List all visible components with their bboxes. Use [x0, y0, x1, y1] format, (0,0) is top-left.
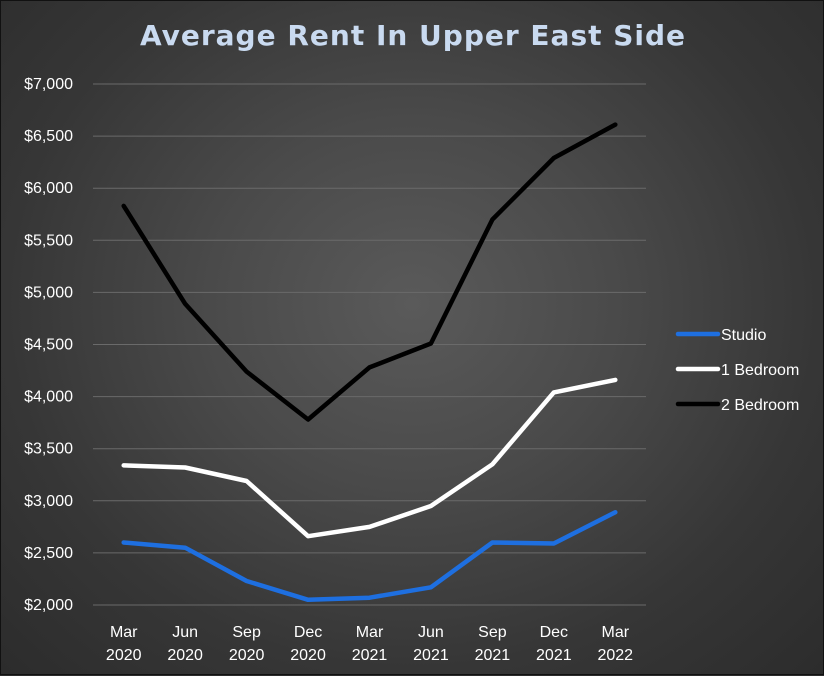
x-tick-label-month: Sep	[232, 624, 261, 641]
x-tick-label-month: Dec	[294, 624, 322, 641]
x-tick-label-month: Mar	[601, 624, 629, 641]
x-tick-label-year: 2020	[167, 647, 203, 664]
legend-label: Studio	[721, 327, 766, 344]
y-tick-label: $3,500	[24, 441, 73, 458]
y-tick-label: $4,500	[24, 337, 73, 354]
x-tick-label-year: 2021	[475, 647, 511, 664]
series-line-2-bedroom	[121, 122, 618, 422]
x-tick-label-month: Dec	[540, 624, 568, 641]
y-tick-label: $5,000	[24, 284, 73, 301]
x-tick-label-year: 2021	[536, 647, 572, 664]
series-line-1-bedroom	[121, 377, 618, 539]
series-lines	[121, 122, 618, 603]
chart-title: Average Rent In Upper East Side	[139, 19, 687, 52]
y-tick-label: $5,500	[24, 232, 73, 249]
x-tick-label-month: Sep	[478, 624, 507, 641]
series-line-studio	[121, 510, 618, 603]
y-tick-label: $6,500	[24, 128, 73, 145]
y-tick-label: $3,000	[24, 493, 73, 510]
y-axis-tick-labels: $2,000 $2,500 $3,000 $3,500 $4,000 $4,500 $5,0…	[24, 76, 73, 614]
x-tick-label-year: 2020	[229, 647, 265, 664]
x-tick-label-month: Jun	[172, 624, 198, 641]
y-tick-label: $7,000	[24, 76, 73, 93]
x-tick-label-month: Mar	[110, 624, 138, 641]
legend-label: 2 Bedroom	[721, 397, 799, 414]
x-tick-label-year: 2021	[413, 647, 449, 664]
x-tick-label-year: 2020	[106, 647, 142, 664]
x-tick-label-year: 2021	[352, 647, 388, 664]
y-tick-label: $2,000	[24, 597, 73, 614]
legend: Studio 1 Bedroom 2 Bedroom	[675, 327, 799, 414]
y-tick-label: $4,000	[24, 389, 73, 406]
legend-label: 1 Bedroom	[721, 362, 799, 379]
y-tick-label: $6,000	[24, 180, 73, 197]
gridlines	[93, 83, 646, 606]
x-axis-tick-labels: Mar 2020 Jun 2020 Sep 2020 Dec 2020 Mar 2021 Jun 20…	[106, 624, 633, 664]
y-tick-label: $2,500	[24, 545, 73, 562]
x-tick-label-month: Mar	[356, 624, 384, 641]
x-tick-label-month: Jun	[418, 624, 444, 641]
x-tick-label-year: 2020	[290, 647, 326, 664]
x-tick-label-year: 2022	[597, 647, 633, 664]
